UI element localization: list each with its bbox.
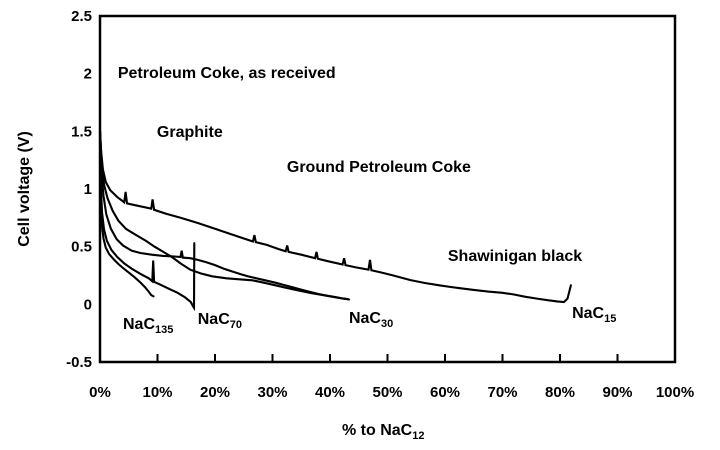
x-tick-label: 20%	[200, 384, 230, 401]
y-tick-label: 2	[84, 66, 92, 83]
y-tick-label: 0.5	[71, 239, 92, 256]
curve-nac15	[98, 130, 572, 304]
curve-end-label-70: NaC70	[198, 311, 242, 331]
y-tick-label: 1.5	[71, 123, 92, 140]
curve-nac70	[98, 130, 196, 312]
curve-nac30-a	[98, 130, 351, 301]
y-tick-label: -0.5	[66, 354, 92, 371]
x-tick-label: 50%	[372, 384, 402, 401]
curve-nac30-b	[98, 130, 349, 301]
x-tick-label: 30%	[257, 384, 287, 401]
curve-end-label-135: NaC135	[123, 316, 173, 336]
material-label: Ground Petroleum Coke	[287, 159, 471, 176]
curve-end-label-30: NaC30	[349, 310, 393, 330]
axis-tick-layer: 0% 10% 20% 30% 40% 50% 60% 70% 80% 90% 100% 2.5 2 1.5…	[66, 8, 694, 401]
material-label: Petroleum Coke, as received	[118, 65, 336, 82]
x-axis-title: % to NaC12	[342, 422, 424, 442]
curve-nac135	[98, 130, 155, 298]
x-tick-label: 60%	[430, 384, 460, 401]
y-tick-label: 2.5	[71, 8, 92, 25]
x-tick-label: 100%	[656, 384, 694, 401]
y-tick-label: 1	[84, 181, 92, 198]
x-tick-label: 80%	[545, 384, 575, 401]
annotation-layer: % to NaC12 NaC15 NaC30 NaC70 NaC135 Petroleum…	[118, 65, 617, 442]
curve-end-label-15: NaC15	[572, 305, 616, 325]
curve-layer	[98, 130, 572, 312]
x-tick-label: 40%	[315, 384, 345, 401]
x-tick-label: 90%	[602, 384, 632, 401]
material-label: Shawinigan black	[448, 248, 582, 265]
x-tick-label: 10%	[142, 384, 172, 401]
x-tick-label: 70%	[487, 384, 517, 401]
x-tick-label: 0%	[89, 384, 111, 401]
material-label: Graphite	[157, 124, 223, 141]
y-tick-label: 0	[84, 296, 92, 313]
